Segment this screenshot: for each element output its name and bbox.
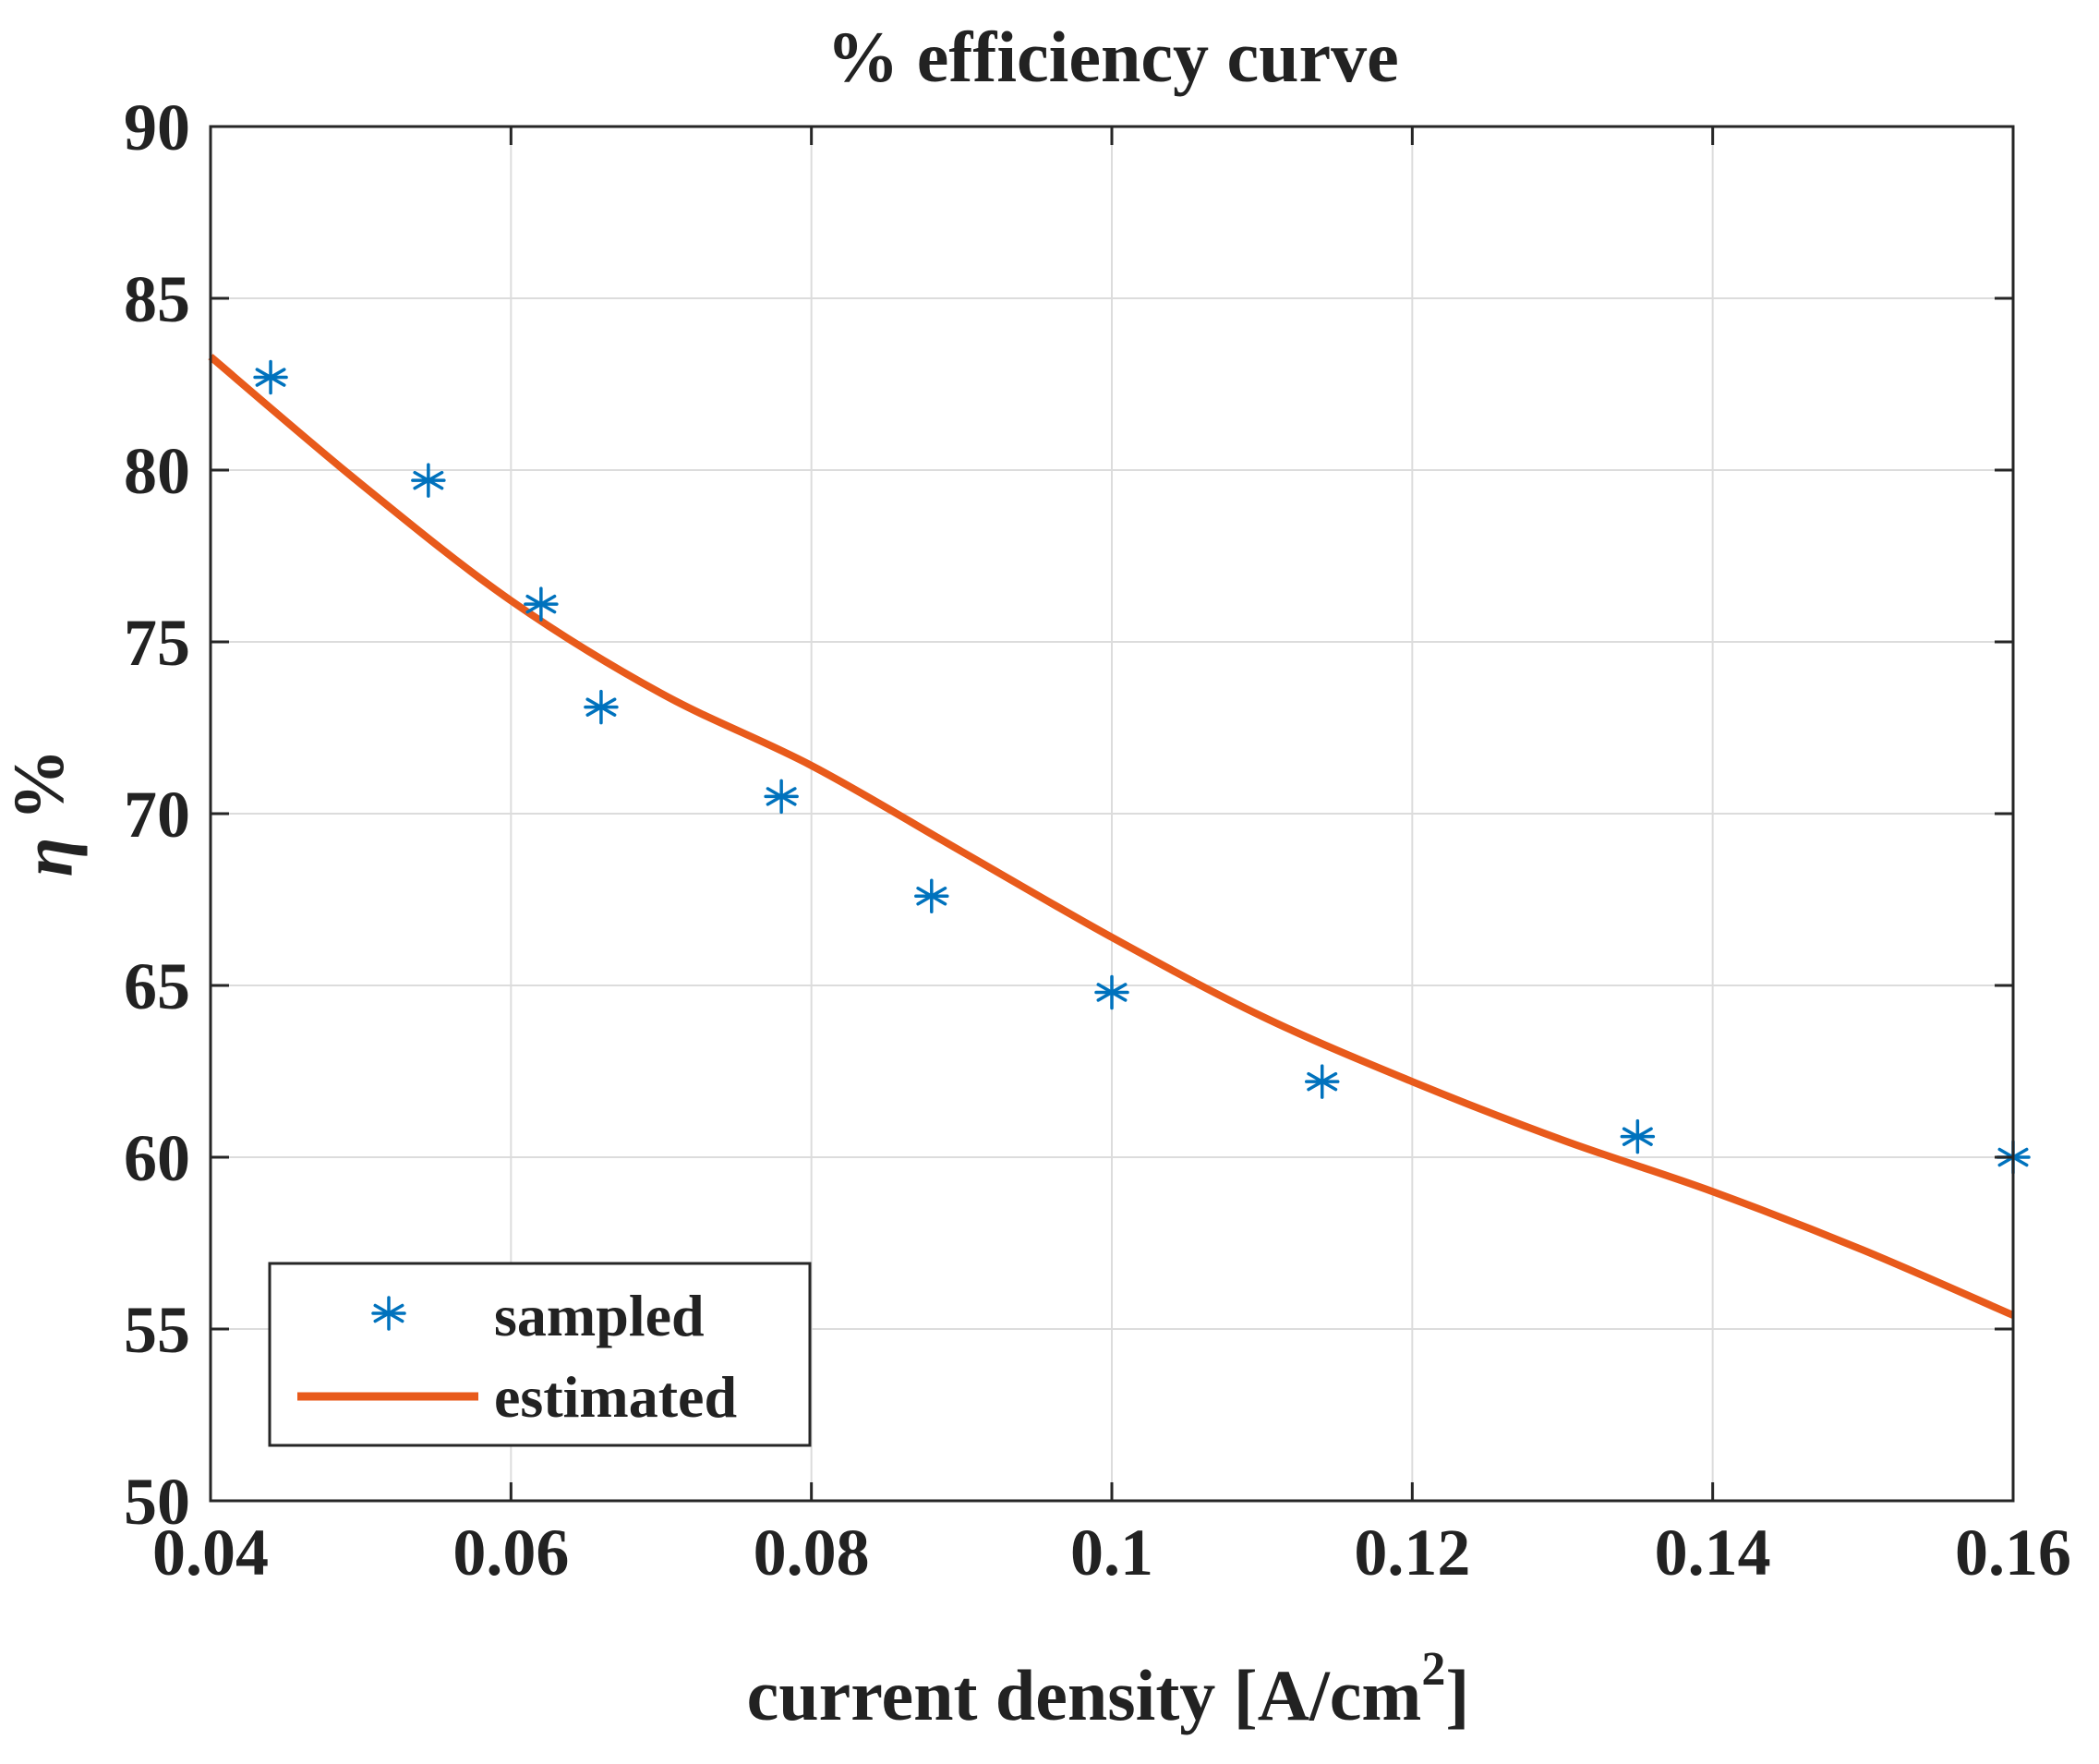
- x-axis-label: current density [A/cm2]: [747, 1643, 1470, 1735]
- sampled-point: [1620, 1118, 1656, 1154]
- legend-estimated-label: estimated: [494, 1364, 737, 1430]
- estimated-series: [208, 354, 2015, 1319]
- y-axis-label-unit: %: [0, 749, 78, 821]
- sampled-point: [1304, 1064, 1340, 1099]
- y-tick-label: 70: [124, 778, 190, 852]
- y-tick-label: 85: [124, 262, 190, 336]
- legend: sampled estimated: [268, 1262, 812, 1447]
- sampled-point: [764, 779, 799, 815]
- x-axis-label-main: current density [A/cm: [747, 1655, 1422, 1735]
- legend-box: [268, 1262, 812, 1447]
- y-tick-label: 65: [124, 949, 190, 1023]
- y-tick-label: 55: [124, 1293, 190, 1367]
- y-tick-label: 50: [124, 1465, 190, 1539]
- estimated-curve: [208, 354, 2015, 1319]
- x-tick-label: 0.12: [1354, 1516, 1470, 1589]
- y-axis-label: η%: [0, 749, 88, 877]
- y-ticks: 50 55 60 65 70 75 80 85 90: [124, 91, 2013, 1539]
- chart-title: % efficiency curve: [826, 17, 1398, 97]
- y-tick-label: 75: [124, 606, 190, 680]
- x-tick-label: 0.14: [1655, 1516, 1771, 1589]
- y-tick-label: 90: [124, 91, 190, 164]
- y-tick-label: 80: [124, 434, 190, 508]
- legend-asterisk: [371, 1296, 406, 1331]
- sampled-point: [524, 586, 559, 622]
- x-tick-label: 0.04: [152, 1516, 269, 1589]
- y-axis-label-symbol: η: [7, 838, 88, 877]
- y-tick-label: 60: [124, 1121, 190, 1195]
- legend-sampled-marker: [371, 1296, 406, 1331]
- sampled-point: [1094, 974, 1129, 1010]
- legend-sampled-label: sampled: [494, 1283, 705, 1348]
- x-axis-label-close: ]: [1445, 1655, 1469, 1735]
- sampled-point: [411, 463, 446, 498]
- sampled-point: [914, 878, 949, 914]
- x-tick-label: 0.06: [452, 1516, 569, 1589]
- x-ticks: 0.04 0.06 0.08 0.1 0.12 0.14 0.16: [152, 127, 2071, 1589]
- x-axis-label-superscript: 2: [1421, 1643, 1445, 1696]
- x-tick-label: 0.16: [1955, 1516, 2071, 1589]
- sampled-point: [253, 359, 288, 395]
- sampled-series: [253, 359, 2031, 1175]
- x-tick-label: 0.08: [754, 1516, 870, 1589]
- x-tick-label: 0.1: [1070, 1516, 1153, 1589]
- sampled-point: [584, 689, 619, 725]
